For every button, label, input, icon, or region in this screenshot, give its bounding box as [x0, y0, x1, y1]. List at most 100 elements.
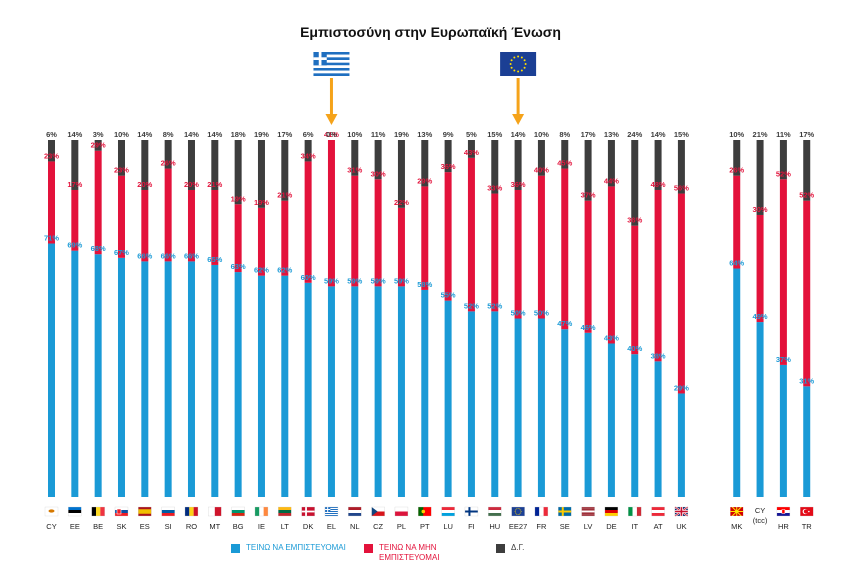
bar-trust-mk	[733, 268, 741, 497]
label-trust-ee27: 50%	[511, 309, 526, 318]
label-trust-be: 68%	[91, 244, 106, 253]
tick-label-si: SI	[165, 522, 172, 531]
flag-icon-sk	[114, 506, 129, 517]
tick-label-at: AT	[654, 522, 663, 531]
label-trust-uk: 29%	[674, 383, 689, 392]
legend-swatch-dk	[496, 544, 505, 553]
label-trust-ie: 62%	[254, 266, 269, 275]
bar-trust-se	[561, 329, 569, 497]
label-dk-es: 14%	[137, 130, 152, 139]
label-trust-bg: 63%	[231, 262, 246, 271]
bar-distrust-sk	[117, 175, 125, 258]
label-distrust-mt: 21%	[207, 180, 222, 189]
tick-label-ee: EE	[70, 522, 80, 531]
bar-dk-fi	[467, 140, 475, 158]
label-distrust-be: 29%	[91, 141, 106, 150]
label-distrust-ie: 19%	[254, 198, 269, 207]
bar-distrust-tr	[803, 200, 811, 387]
label-trust-mk: 64%	[729, 259, 744, 268]
legend-label-trust: ΤΕΙΝΩ ΝΑ ΕΜΠΙΣΤΕΥΟΜΑΙ	[246, 543, 346, 552]
tick-label-cz: CZ	[373, 522, 383, 531]
bar-distrust-be	[94, 150, 102, 255]
bar-trust-dk	[304, 282, 312, 497]
flag-icon-es	[138, 506, 152, 517]
bar-dk-mt	[211, 140, 219, 190]
label-dk-fi: 5%	[466, 130, 477, 139]
flag-icon-cy	[44, 506, 59, 517]
flag-icon-ro	[184, 506, 199, 517]
bar-dk-lt	[281, 140, 289, 201]
tick-label-it: IT	[631, 522, 638, 531]
flag-icon-el	[324, 506, 339, 517]
label-dk-ie: 19%	[254, 130, 269, 139]
tick-label-ie: IE	[258, 522, 265, 531]
bar-distrust-cy	[48, 161, 55, 244]
bar-dk-se	[561, 140, 569, 169]
bar-distrust-hr	[779, 179, 787, 365]
tick-label-dk: DK	[303, 522, 313, 531]
label-trust-nl: 59%	[347, 276, 362, 285]
flag-icon-de	[604, 506, 619, 517]
bar-trust-de	[607, 343, 615, 497]
bar-dk-nl	[351, 140, 359, 176]
label-distrust-sk: 23%	[114, 166, 129, 175]
label-distrust-tr: 52%	[799, 191, 814, 200]
label-distrust-lv: 37%	[581, 191, 596, 200]
bar-dk-mk	[733, 140, 741, 176]
bar-distrust-ie	[257, 207, 265, 276]
bar-dk-es	[141, 140, 149, 190]
bar-dk-ie	[257, 140, 265, 208]
label-dk-pt: 13%	[417, 130, 432, 139]
label-distrust-ee: 17%	[67, 180, 82, 189]
tick-label-sk: SK	[116, 522, 126, 531]
bar-trust-ie	[257, 275, 265, 497]
bar-distrust-mt	[211, 189, 219, 265]
label-distrust-bg: 19%	[231, 194, 246, 203]
label-trust-fr: 50%	[534, 309, 549, 318]
label-trust-sk: 67%	[114, 248, 129, 257]
label-trust-el: 59%	[324, 276, 339, 285]
bar-dk-si	[164, 140, 172, 169]
bar-dk-at	[654, 140, 662, 190]
tick-label-lu: LU	[443, 522, 453, 531]
label-trust-cy: 71%	[44, 234, 59, 243]
label-dk-se: 8%	[559, 130, 570, 139]
bar-trust-cy-tcc	[756, 322, 764, 497]
bar-distrust-it	[631, 225, 639, 355]
label-dk-mk: 10%	[729, 130, 744, 139]
tick-label-es: ES	[140, 522, 150, 531]
tick-label-ee27: EE27	[509, 522, 527, 531]
bar-distrust-lu	[444, 172, 452, 301]
tick-label-ro: RO	[186, 522, 197, 531]
bar-trust-sk	[117, 257, 125, 497]
label-distrust-it: 36%	[627, 216, 642, 225]
tick-label-pl: PL	[397, 522, 406, 531]
bar-trust-fi	[467, 311, 475, 497]
bar-distrust-pl	[397, 207, 405, 287]
flag-icon-at	[651, 506, 665, 517]
bar-distrust-nl	[351, 175, 359, 287]
label-distrust-lt: 21%	[277, 191, 292, 200]
label-trust-dk: 60%	[301, 273, 316, 282]
tick-label-pt: PT	[420, 522, 430, 531]
bar-distrust-at	[654, 189, 662, 362]
legend-swatch-distrust	[364, 544, 373, 553]
tick-label-be: BE	[93, 522, 103, 531]
bar-trust-ee27	[514, 318, 522, 497]
label-distrust-ro: 20%	[184, 180, 199, 189]
label-dk-be: 3%	[93, 130, 104, 139]
tick-label-bg: BG	[233, 522, 244, 531]
label-trust-it: 40%	[627, 344, 642, 353]
label-trust-hr: 37%	[776, 355, 791, 364]
label-dk-uk: 15%	[674, 130, 689, 139]
flag-icon-lu	[441, 506, 455, 517]
label-distrust-de: 44%	[604, 176, 619, 185]
bar-dk-bg	[234, 140, 242, 205]
label-trust-lv: 46%	[581, 323, 596, 332]
bar-dk-lv	[584, 140, 592, 201]
bar-distrust-ee27	[514, 189, 522, 319]
bar-trust-fr	[537, 318, 545, 497]
label-distrust-fr: 40%	[534, 166, 549, 175]
label-dk-hr: 11%	[776, 130, 791, 139]
label-trust-at: 38%	[651, 351, 666, 360]
